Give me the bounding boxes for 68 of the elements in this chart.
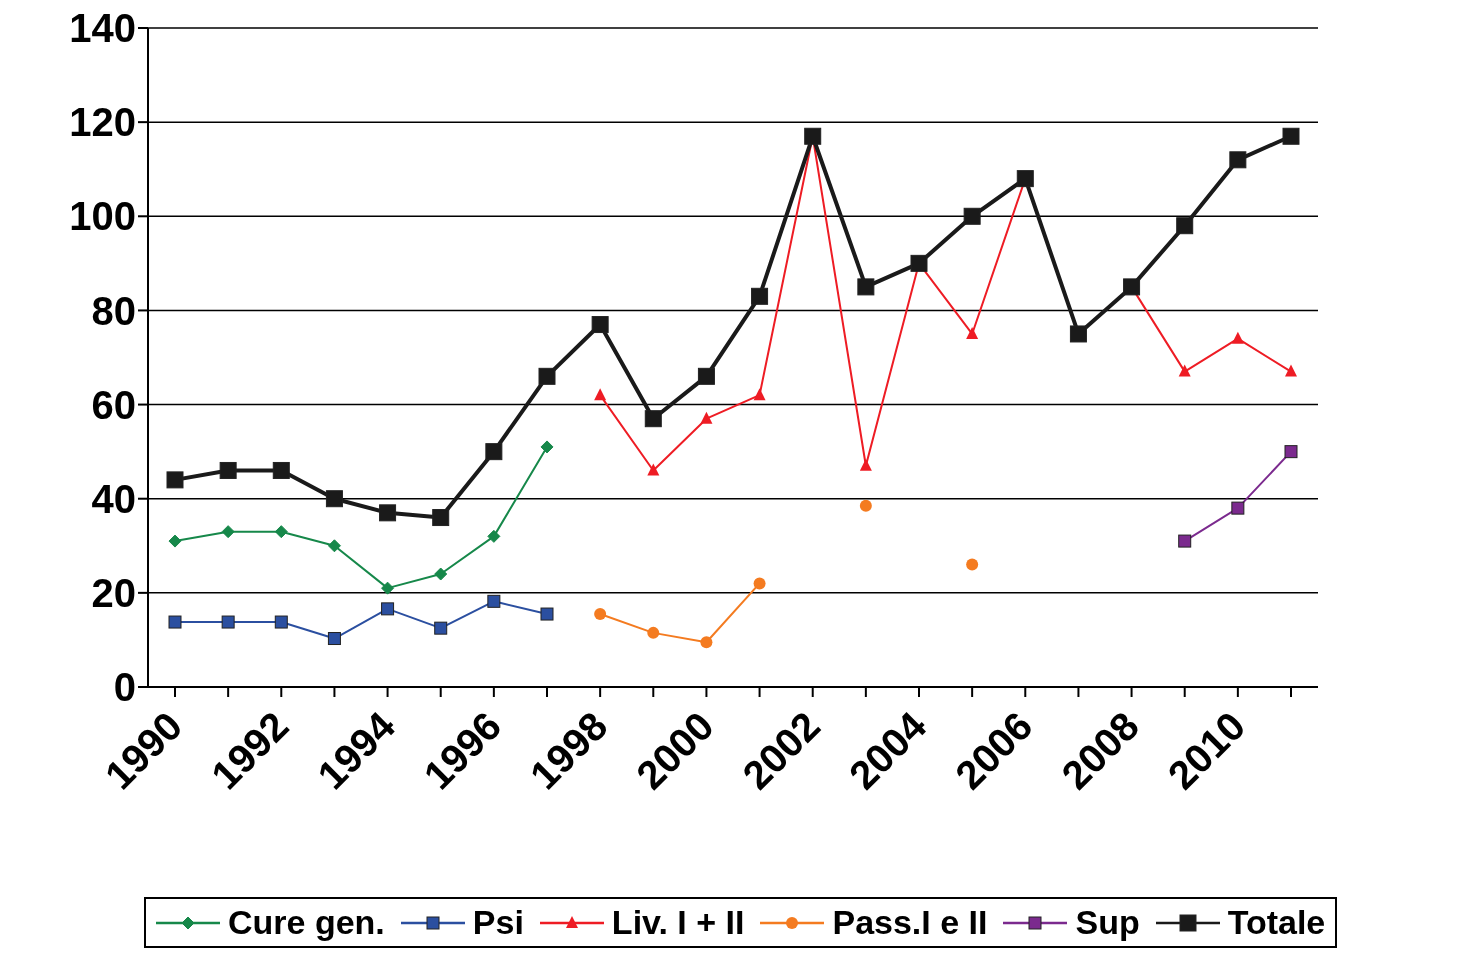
point (1231, 501, 1245, 515)
legend-label: Liv. I + II (611, 903, 745, 942)
point (219, 461, 237, 479)
y-tick-label: 0 (113, 665, 136, 710)
point (751, 287, 769, 305)
point (434, 621, 448, 635)
point (540, 607, 554, 621)
point (168, 534, 182, 548)
point (859, 499, 872, 512)
y-tick-label: 80 (91, 288, 136, 333)
point (1178, 534, 1192, 548)
legend-label: Cure gen. (228, 903, 385, 942)
point (1123, 278, 1141, 296)
point (966, 326, 979, 339)
point (594, 608, 607, 621)
point (697, 367, 715, 385)
y-tick-label: 100 (69, 194, 136, 239)
point (487, 529, 501, 543)
point (274, 615, 288, 629)
point (753, 388, 766, 401)
point (1282, 127, 1300, 145)
point (485, 443, 503, 461)
point (274, 525, 288, 539)
legend-label: Pass.I e II (832, 903, 988, 942)
point (1229, 151, 1247, 169)
point (540, 440, 554, 454)
legend-label: Totale (1227, 903, 1326, 942)
point (538, 367, 556, 385)
point (1176, 217, 1194, 235)
point (1178, 364, 1191, 377)
point (272, 461, 290, 479)
point (647, 463, 660, 476)
point (221, 525, 235, 539)
point (859, 458, 872, 471)
point (379, 504, 397, 522)
point (1285, 364, 1297, 377)
point (591, 316, 609, 334)
point (325, 490, 343, 508)
point (1016, 170, 1034, 188)
point (434, 567, 448, 581)
y-tick-label: 40 (91, 476, 136, 521)
y-tick-label: 60 (91, 382, 136, 427)
point (753, 577, 766, 590)
point (700, 636, 713, 649)
y-tick-label: 120 (69, 100, 136, 145)
point (966, 558, 979, 571)
point (221, 615, 235, 629)
point (1231, 331, 1244, 344)
point (327, 632, 341, 646)
point (381, 602, 395, 616)
point (647, 626, 660, 639)
point (857, 278, 875, 296)
point (166, 471, 184, 489)
legend-label: Psi (472, 903, 524, 942)
point (644, 410, 662, 428)
point (487, 594, 501, 608)
point (963, 207, 981, 225)
point (700, 411, 713, 424)
point (1069, 325, 1087, 343)
point (327, 539, 341, 553)
point (432, 509, 450, 527)
y-tick-label: 20 (91, 571, 136, 616)
legend-label: Sup (1075, 903, 1140, 942)
point (168, 615, 182, 629)
point (594, 388, 607, 401)
point (381, 581, 395, 595)
point (1284, 445, 1298, 459)
y-tick-label: 140 (69, 6, 136, 51)
